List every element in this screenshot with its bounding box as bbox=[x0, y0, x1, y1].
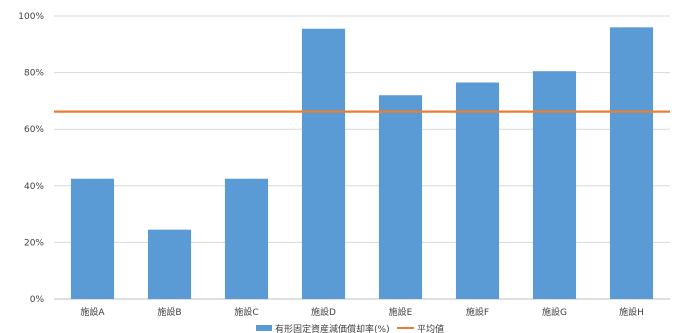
x-tick-label: 施設F bbox=[466, 306, 489, 318]
y-tick-label: 80% bbox=[24, 69, 44, 79]
x-tick-label: 施設C bbox=[234, 306, 258, 318]
x-tick-label: 施設E bbox=[389, 306, 413, 318]
y-tick-label: 20% bbox=[24, 238, 44, 248]
bar bbox=[532, 71, 577, 299]
legend-bar-label: 有形固定資産減価償却率(%) bbox=[275, 323, 390, 333]
x-tick-label: 施設B bbox=[157, 306, 181, 318]
bar bbox=[378, 95, 423, 300]
bar bbox=[301, 28, 346, 300]
x-tick-label: 施設D bbox=[311, 306, 336, 318]
legend-line-label: 平均値 bbox=[417, 323, 444, 333]
x-tick-label: 施設H bbox=[619, 306, 644, 318]
bar bbox=[455, 82, 500, 299]
y-axis-ticks: 0% 20% 40% 60% 80% 100% bbox=[18, 12, 44, 305]
bar bbox=[147, 229, 192, 299]
legend-bar-swatch bbox=[256, 325, 272, 331]
gridlines bbox=[54, 15, 670, 300]
y-tick-label: 60% bbox=[24, 125, 44, 135]
x-axis-ticks: 施設A 施設B 施設C 施設D 施設E 施設F 施設G 施設H bbox=[80, 306, 643, 318]
bar bbox=[70, 178, 115, 299]
y-tick-label: 0% bbox=[30, 295, 45, 305]
bar-series bbox=[70, 27, 654, 300]
bar bbox=[224, 178, 269, 299]
y-tick-label: 100% bbox=[18, 12, 44, 22]
x-tick-label: 施設G bbox=[542, 306, 567, 318]
bar bbox=[609, 27, 654, 299]
x-tick-label: 施設A bbox=[80, 306, 105, 318]
legend: 有形固定資産減価償却率(%) 平均値 bbox=[256, 323, 444, 333]
y-tick-label: 40% bbox=[24, 182, 44, 192]
